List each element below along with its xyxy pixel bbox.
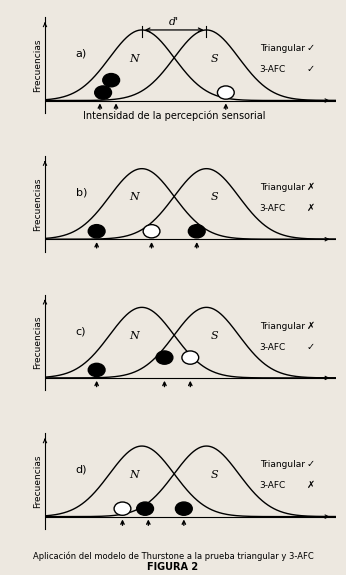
Text: N: N	[129, 470, 139, 480]
Text: d': d'	[169, 17, 179, 27]
Ellipse shape	[175, 502, 192, 515]
Text: b): b)	[76, 187, 87, 197]
Text: 3-AFC: 3-AFC	[260, 66, 286, 74]
Text: Triangular: Triangular	[260, 460, 305, 469]
Text: S: S	[211, 470, 218, 480]
Text: d): d)	[76, 465, 87, 475]
Text: ✗: ✗	[307, 182, 315, 192]
Text: ✗: ✗	[307, 480, 315, 490]
Text: Triangular: Triangular	[260, 321, 305, 331]
Text: ✓: ✓	[307, 43, 315, 53]
Text: S: S	[211, 331, 218, 341]
Text: Triangular: Triangular	[260, 183, 305, 192]
Ellipse shape	[95, 86, 111, 99]
Ellipse shape	[88, 225, 105, 238]
Text: S: S	[211, 193, 218, 202]
Text: N: N	[129, 193, 139, 202]
Text: Triangular: Triangular	[260, 44, 305, 53]
Ellipse shape	[188, 225, 205, 238]
Ellipse shape	[88, 363, 105, 377]
Y-axis label: Frecuencias: Frecuencias	[33, 316, 42, 369]
Text: FIGURA 2: FIGURA 2	[147, 562, 199, 572]
Text: ✗: ✗	[307, 320, 315, 331]
Ellipse shape	[217, 86, 234, 99]
Ellipse shape	[137, 502, 154, 515]
Text: 3-AFC: 3-AFC	[260, 481, 286, 490]
Text: ✓: ✓	[307, 64, 315, 74]
Ellipse shape	[114, 502, 131, 515]
Text: N: N	[129, 331, 139, 341]
Text: Intensidad de la percepción sensorial: Intensidad de la percepción sensorial	[83, 110, 265, 121]
Y-axis label: Frecuencias: Frecuencias	[33, 177, 42, 231]
Y-axis label: Frecuencias: Frecuencias	[33, 454, 42, 508]
Y-axis label: Frecuencias: Frecuencias	[33, 39, 42, 92]
Text: N: N	[129, 53, 139, 64]
Text: Aplicación del modelo de Thurstone a la prueba triangular y 3-AFC: Aplicación del modelo de Thurstone a la …	[33, 551, 313, 561]
Ellipse shape	[143, 225, 160, 238]
Text: a): a)	[76, 49, 87, 59]
Text: 3-AFC: 3-AFC	[260, 343, 286, 352]
Text: S: S	[211, 53, 218, 64]
Ellipse shape	[156, 351, 173, 364]
Text: 3-AFC: 3-AFC	[260, 204, 286, 213]
Text: ✓: ✓	[307, 342, 315, 352]
Text: c): c)	[76, 326, 86, 336]
Ellipse shape	[103, 74, 120, 87]
Ellipse shape	[182, 351, 199, 364]
Text: ✓: ✓	[307, 459, 315, 469]
Text: ✗: ✗	[307, 203, 315, 213]
